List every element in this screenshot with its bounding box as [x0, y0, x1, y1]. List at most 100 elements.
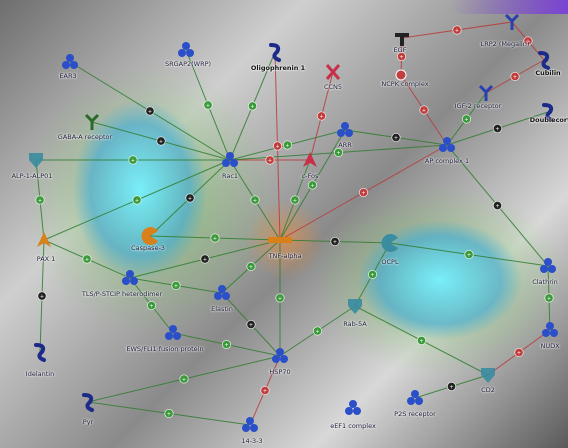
node-rac1-icon[interactable]	[222, 152, 238, 167]
node-ewsfli-icon[interactable]	[165, 325, 181, 340]
node-casp3-icon[interactable]	[141, 227, 158, 245]
edge-midpoint-glyph: +	[517, 350, 521, 356]
edge-midpoint-layer: + + + + + + + + + + + + + + + + + + + + + + + + + + + + + + + + + + + + + + + +…	[35, 25, 554, 418]
edge-midpoint-glyph: +	[394, 135, 398, 141]
node-label-cd2: CD2	[481, 386, 495, 394]
node-label-nudix: NUDX	[540, 342, 560, 350]
edge-midpoint-glyph: +	[526, 39, 530, 45]
edge-midpoint-glyph: +	[263, 388, 267, 394]
edge-midpoint-glyph: +	[495, 203, 499, 209]
node-elastin-icon[interactable]	[214, 285, 230, 300]
node-label-tnf: TNF-alpha	[268, 252, 302, 260]
edge-midpoint	[272, 141, 282, 151]
edge-midpoint	[446, 381, 456, 391]
edge-midpoint	[82, 254, 92, 264]
node-label-egf: EGF	[393, 46, 407, 54]
edge-midpoint-glyph: +	[455, 28, 459, 34]
node-hsp70-icon[interactable]	[272, 348, 288, 363]
node-label-casp3: Caspase-3	[131, 244, 165, 252]
edge-midpoint-glyph: +	[38, 198, 42, 204]
edge-midpoint-glyph: +	[149, 303, 153, 309]
edge-midpoint-glyph: +	[224, 342, 228, 348]
node-label-pyr: Pyr	[82, 418, 94, 426]
node-p1433-icon[interactable]	[242, 417, 258, 432]
node-srgap-icon[interactable]	[178, 42, 194, 57]
node-cubilin-icon[interactable]	[538, 51, 550, 70]
edge-midpoint-glyph: +	[253, 198, 257, 204]
node-alp-icon[interactable]	[29, 153, 43, 168]
node-p2s-icon[interactable]	[407, 390, 423, 405]
node-label-pax1: PAX 1	[36, 255, 56, 263]
edge-midpoint	[544, 293, 554, 303]
edge-midpoint-glyph: +	[319, 114, 323, 120]
node-ap1-icon[interactable]	[439, 137, 455, 152]
edge-midpoint	[246, 261, 256, 271]
edge-midpoint	[171, 280, 181, 290]
node-label-gaba: GABA-A receptor	[57, 133, 113, 141]
edge-midpoint-glyph: +	[547, 296, 551, 302]
edge-midpoint	[523, 36, 533, 46]
edge-midpoint	[35, 195, 45, 205]
node-igf2r-icon[interactable]	[478, 84, 494, 101]
node-nudix-icon[interactable]	[542, 322, 558, 337]
edge-midpoint	[367, 269, 377, 279]
node-egf-icon[interactable]	[395, 33, 409, 46]
node-gaba-icon[interactable]	[84, 113, 100, 130]
edge-midpoint	[203, 100, 213, 110]
node-tnf-icon[interactable]	[268, 237, 292, 243]
node-olig-icon[interactable]	[269, 43, 281, 62]
node-label-ncpk: NCPK complex	[381, 80, 429, 88]
edge-midpoint-glyph: +	[174, 283, 178, 289]
node-pax1-icon[interactable]	[37, 232, 51, 247]
edge-midpoint	[514, 347, 524, 357]
node-label-ccn5: CCN5	[323, 83, 343, 91]
edge-midpoint	[416, 335, 426, 345]
edge-midpoint-glyph: +	[40, 294, 44, 300]
node-ccn5-icon[interactable]	[325, 64, 341, 80]
node-label-idelantin: Idelantin	[25, 370, 55, 378]
node-ocpl-icon[interactable]	[381, 234, 398, 252]
edge-midpoint-glyph: +	[467, 252, 471, 258]
node-doubles-icon[interactable]	[542, 103, 554, 122]
node-label-elastin: Elastin	[211, 305, 233, 313]
edge-midpoint	[200, 254, 210, 264]
edge-midpoint-glyph: +	[449, 384, 453, 390]
edge-midpoint	[164, 408, 174, 418]
edge-midpoint-glyph: +	[333, 239, 337, 245]
node-clathrin-icon[interactable]	[540, 258, 556, 273]
edge-midpoint	[250, 195, 260, 205]
node-cd2-icon[interactable]	[481, 368, 495, 383]
edge-midpoint-glyph: +	[250, 104, 254, 110]
edge-midpoint	[132, 195, 142, 205]
node-label-arr: ARR	[338, 141, 352, 149]
node-tlsp-icon[interactable]	[122, 270, 138, 285]
edge-midpoint	[222, 339, 232, 349]
edge-midpoint	[316, 111, 326, 121]
node-label-ewsfli: EWS/FLI1 fusion protein	[126, 345, 204, 353]
node-arr-icon[interactable]	[337, 122, 353, 137]
node-pyr-icon[interactable]	[82, 393, 94, 412]
node-rab5a-icon[interactable]	[348, 299, 362, 314]
edge-midpoint	[128, 155, 138, 165]
edge-midpoint-glyph: +	[310, 183, 314, 189]
node-eef1-icon[interactable]	[345, 400, 361, 415]
node-label-cfos: c-Fos	[301, 172, 319, 180]
node-label-doubles: Doublecort	[529, 116, 568, 124]
node-label-srgap: SRGAP2(WRP)	[164, 60, 212, 68]
edge-midpoint-glyph: +	[167, 411, 171, 417]
node-label-alp: ALP-1-ALP01	[11, 172, 53, 180]
node-ncpk-icon[interactable]	[395, 69, 407, 81]
edge-midpoint	[179, 374, 189, 384]
node-idelantin-icon[interactable]	[34, 343, 46, 362]
node-label-clathrin: Clathrin	[532, 278, 558, 286]
node-label-igf2r: IGF-2 receptor	[454, 102, 502, 110]
top-right-glow	[450, 0, 568, 14]
edge-midpoint	[145, 106, 155, 116]
node-cfos-icon[interactable]	[303, 152, 317, 167]
edge-layer	[35, 21, 551, 426]
node-ear3-icon[interactable]	[62, 54, 78, 69]
edge-midpoint-glyph: +	[315, 329, 319, 335]
edge-midpoint	[391, 133, 401, 143]
node-lrp2-icon[interactable]	[504, 13, 520, 30]
